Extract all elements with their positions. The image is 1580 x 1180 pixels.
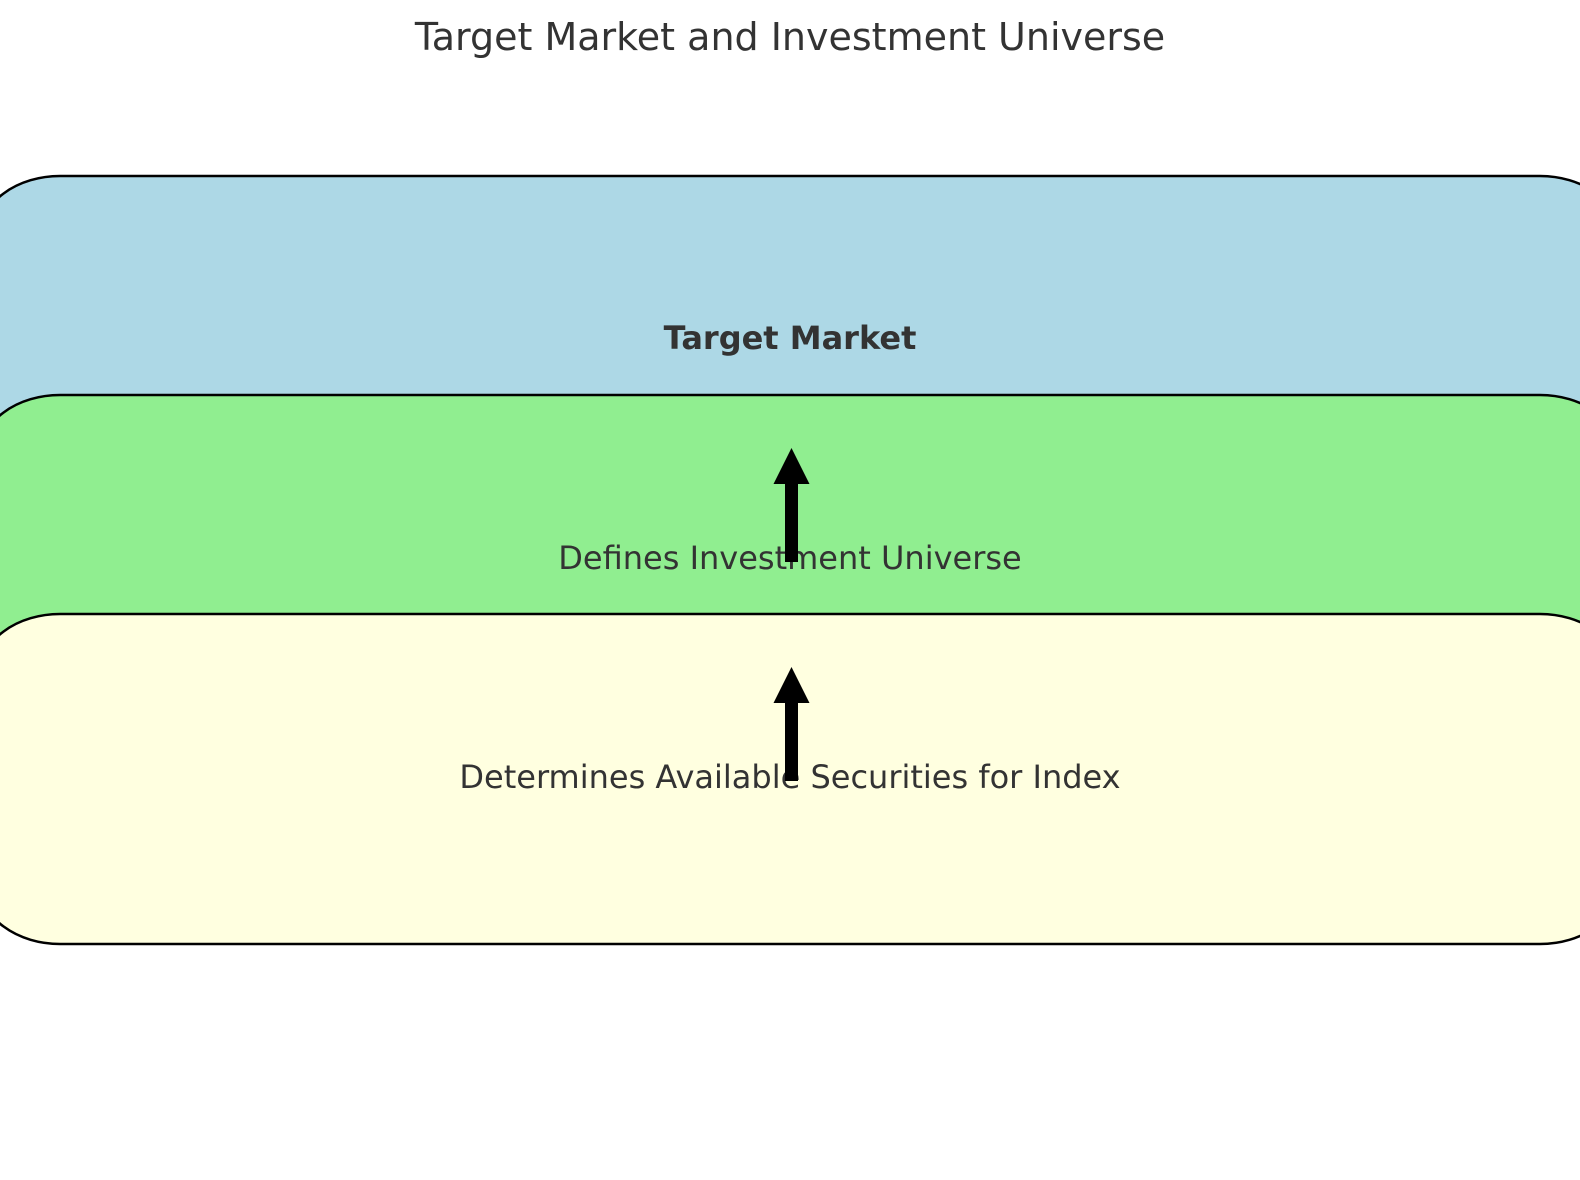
diagram-title: Target Market and Investment Universe	[414, 15, 1165, 59]
arrow-head-up-icon	[773, 448, 810, 484]
arrow-securities-to-universe	[773, 667, 810, 781]
arrow-universe-to-market	[773, 448, 810, 562]
arrow-shaft	[785, 482, 798, 562]
arrow-head-up-icon	[773, 667, 810, 703]
arrow-shaft	[785, 701, 798, 781]
target-market-label: Target Market	[664, 319, 917, 357]
